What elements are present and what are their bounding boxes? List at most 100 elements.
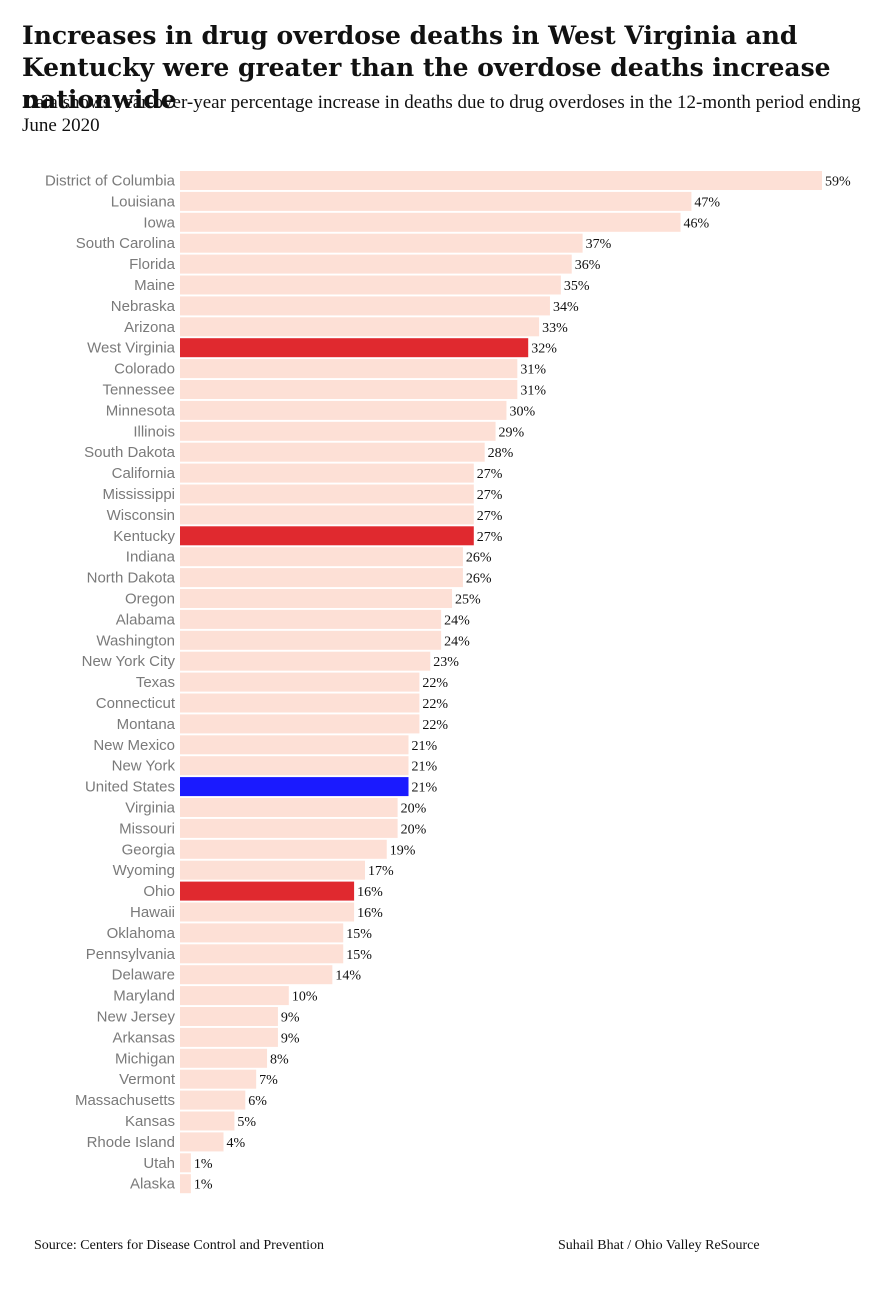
category-label-vermont: Vermont bbox=[119, 1071, 176, 1088]
category-label-texas: Texas bbox=[136, 674, 175, 691]
chart-title: Increases in drug overdose deaths in Wes… bbox=[22, 21, 831, 114]
value-label-delaware: 14% bbox=[335, 969, 361, 984]
category-label-new-mexico: New Mexico bbox=[93, 737, 175, 754]
bar-georgia bbox=[180, 839, 387, 859]
category-label-new-york-city: New York City bbox=[82, 653, 176, 670]
category-label-south-dakota: South Dakota bbox=[84, 444, 176, 461]
bar-arizona bbox=[180, 317, 540, 337]
category-label-new-jersey: New Jersey bbox=[97, 1009, 176, 1026]
bar-massachusetts bbox=[180, 1090, 246, 1110]
bar-maine bbox=[180, 275, 561, 295]
value-label-montana: 22% bbox=[422, 718, 448, 733]
value-label-new-mexico: 21% bbox=[412, 739, 438, 754]
bar-kansas bbox=[180, 1111, 235, 1131]
bar-alabama bbox=[180, 609, 442, 629]
bar-chart: District of Columbia 59% Louisiana 47% Iowa 4… bbox=[45, 171, 851, 1194]
value-label-district-of-columbia: 59% bbox=[825, 175, 851, 190]
category-label-arkansas: Arkansas bbox=[112, 1029, 175, 1046]
credit-note: Suhail Bhat / Ohio Valley ReSource bbox=[558, 1238, 760, 1253]
bar-vermont bbox=[180, 1069, 257, 1089]
category-label-tennessee: Tennessee bbox=[102, 382, 175, 399]
category-label-arizona: Arizona bbox=[124, 319, 176, 336]
bar-new-mexico bbox=[180, 735, 409, 755]
bar-north-dakota bbox=[180, 568, 463, 588]
category-label-ohio: Ohio bbox=[143, 883, 175, 900]
value-label-west-virginia: 32% bbox=[531, 342, 557, 357]
chart-subtitle: Data shows year-over-year percentage inc… bbox=[22, 92, 861, 136]
value-label-minnesota: 30% bbox=[509, 404, 535, 419]
category-label-wisconsin: Wisconsin bbox=[107, 507, 175, 524]
bar-kentucky bbox=[180, 526, 474, 546]
category-label-missouri: Missouri bbox=[119, 820, 175, 837]
category-label-south-carolina: South Carolina bbox=[76, 235, 176, 252]
value-label-arizona: 33% bbox=[542, 321, 568, 336]
value-label-nebraska: 34% bbox=[553, 300, 579, 315]
value-label-wisconsin: 27% bbox=[477, 509, 503, 524]
bar-west-virginia bbox=[180, 338, 529, 358]
value-label-georgia: 19% bbox=[390, 843, 416, 858]
category-label-kansas: Kansas bbox=[125, 1113, 175, 1130]
category-label-indiana: Indiana bbox=[126, 549, 176, 566]
category-label-maryland: Maryland bbox=[113, 988, 175, 1005]
category-label-alaska: Alaska bbox=[130, 1176, 176, 1193]
bar-hawaii bbox=[180, 902, 355, 922]
bar-montana bbox=[180, 714, 420, 734]
value-label-wyoming: 17% bbox=[368, 864, 394, 879]
bar-florida bbox=[180, 254, 572, 274]
category-label-hawaii: Hawaii bbox=[130, 904, 175, 921]
bar-iowa bbox=[180, 212, 681, 232]
value-label-kentucky: 27% bbox=[477, 530, 503, 545]
bar-south-dakota bbox=[180, 442, 485, 462]
value-label-utah: 1% bbox=[194, 1157, 213, 1172]
bar-mississippi bbox=[180, 484, 474, 504]
bar-tennessee bbox=[180, 380, 518, 399]
bar-louisiana bbox=[180, 191, 692, 211]
bar-delaware bbox=[180, 965, 333, 985]
value-label-maryland: 10% bbox=[292, 990, 318, 1005]
bar-illinois bbox=[180, 421, 496, 441]
value-label-illinois: 29% bbox=[499, 425, 525, 440]
category-label-connecticut: Connecticut bbox=[96, 695, 176, 712]
value-label-pennsylvania: 15% bbox=[346, 948, 372, 963]
value-label-florida: 36% bbox=[575, 258, 601, 273]
value-label-arkansas: 9% bbox=[281, 1031, 300, 1046]
value-label-alabama: 24% bbox=[444, 613, 470, 628]
value-label-mississippi: 27% bbox=[477, 488, 503, 503]
bar-ohio bbox=[180, 881, 355, 901]
category-label-new-york: New York bbox=[112, 758, 176, 775]
category-label-illinois: Illinois bbox=[133, 423, 175, 440]
value-label-california: 27% bbox=[477, 467, 503, 482]
category-label-alabama: Alabama bbox=[116, 611, 176, 628]
category-label-montana: Montana bbox=[117, 716, 176, 733]
category-label-oklahoma: Oklahoma bbox=[107, 925, 176, 942]
category-label-wyoming: Wyoming bbox=[113, 862, 175, 879]
category-label-maine: Maine bbox=[134, 277, 175, 294]
bar-new-jersey bbox=[180, 1007, 278, 1026]
category-label-florida: Florida bbox=[129, 256, 176, 273]
bar-utah bbox=[180, 1153, 191, 1173]
value-label-oklahoma: 15% bbox=[346, 927, 372, 942]
bar-wisconsin bbox=[180, 505, 474, 525]
bar-pennsylvania bbox=[180, 944, 344, 964]
bar-new-york bbox=[180, 756, 409, 776]
category-label-michigan: Michigan bbox=[115, 1050, 175, 1067]
category-label-utah: Utah bbox=[143, 1155, 175, 1172]
value-label-indiana: 26% bbox=[466, 551, 492, 566]
value-label-oregon: 25% bbox=[455, 593, 481, 608]
category-label-delaware: Delaware bbox=[112, 967, 175, 984]
value-label-united-states: 21% bbox=[412, 781, 438, 796]
category-label-massachusetts: Massachusetts bbox=[75, 1092, 175, 1109]
value-label-south-carolina: 37% bbox=[586, 237, 612, 252]
category-label-district-of-columbia: District of Columbia bbox=[45, 173, 176, 190]
category-label-west-virginia: West Virginia bbox=[87, 340, 175, 357]
value-label-rhode-island: 4% bbox=[227, 1136, 246, 1151]
bar-district-of-columbia bbox=[180, 171, 822, 190]
value-label-maine: 35% bbox=[564, 279, 590, 294]
value-label-south-dakota: 28% bbox=[488, 446, 514, 461]
category-label-kentucky: Kentucky bbox=[113, 528, 175, 545]
value-label-vermont: 7% bbox=[259, 1073, 278, 1088]
bar-connecticut bbox=[180, 693, 420, 713]
category-label-iowa: Iowa bbox=[143, 214, 175, 231]
value-label-kansas: 5% bbox=[237, 1115, 256, 1130]
value-label-washington: 24% bbox=[444, 634, 470, 649]
